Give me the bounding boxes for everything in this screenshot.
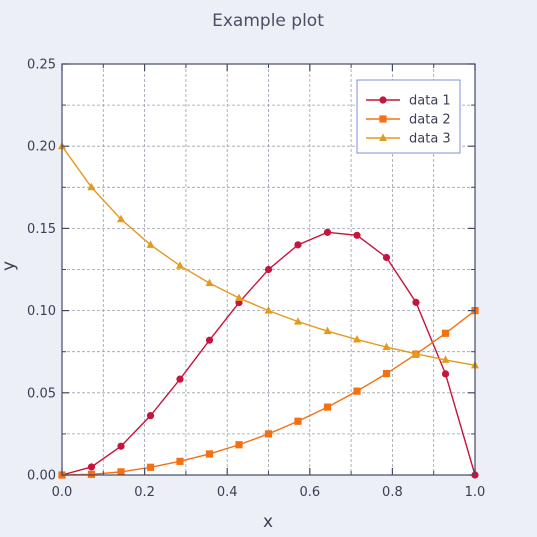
- series-1-point: [412, 298, 420, 306]
- series-2-point: [382, 369, 391, 378]
- series-3-point: [441, 355, 450, 363]
- y-axis-title: y: [0, 261, 19, 271]
- x-axis-title: x: [263, 512, 273, 532]
- series-2-point: [323, 403, 332, 411]
- legend-swatch-marker: [379, 96, 387, 104]
- series-1-point: [353, 231, 361, 239]
- x-tick-label: 1.0: [465, 485, 486, 500]
- series-3-point: [146, 240, 155, 248]
- x-tick-label: 0.2: [134, 485, 155, 500]
- series-3-point: [117, 214, 126, 223]
- series-1-point: [87, 463, 96, 471]
- series-1-point: [323, 228, 332, 236]
- legend-swatch-marker: [379, 133, 387, 141]
- legend-box: [356, 79, 461, 154]
- series-3-point: [87, 182, 96, 191]
- series-2-point: [176, 457, 184, 465]
- series-3-point: [175, 261, 184, 269]
- series-3-point: [264, 306, 273, 314]
- series-2-point: [117, 468, 125, 476]
- legend-swatch-marker: [379, 115, 387, 123]
- legend-label: data 1: [409, 94, 451, 109]
- series-1-point: [441, 370, 450, 378]
- legend: data 1 data 2 data 3: [356, 79, 461, 154]
- series-2-point: [353, 387, 361, 395]
- series-3-point: [205, 278, 214, 287]
- series-2-point: [264, 430, 273, 438]
- legend-label: data 2: [409, 113, 451, 128]
- series-3-point: [323, 326, 332, 335]
- x-tick-label: 0.6: [299, 485, 320, 500]
- series-1-point: [146, 412, 155, 420]
- axis-ticks: 0.0 0.2 0.4 0.6 0.8 1.0 0.00 0.05 0.10 0.15 0.20 0.…: [27, 58, 485, 501]
- y-tick-label: 0.00: [27, 469, 56, 484]
- series-2-point: [205, 450, 214, 458]
- series-2-point: [146, 463, 155, 471]
- y-tick-label: 0.20: [27, 140, 56, 155]
- series-2-point: [235, 441, 243, 449]
- series-1-point: [294, 241, 302, 249]
- series-3-point: [235, 293, 244, 301]
- x-tick-label: 0.8: [382, 485, 403, 500]
- series-2-point: [87, 470, 96, 478]
- y-tick-label: 0.10: [27, 304, 56, 319]
- y-tick-label: 0.15: [27, 222, 56, 237]
- series-3-point: [411, 349, 420, 357]
- series-2-point: [294, 417, 302, 425]
- series-3-point: [353, 335, 362, 343]
- series-1-point: [382, 253, 391, 262]
- chart-title: Example plot: [212, 11, 324, 31]
- series-3: [58, 141, 479, 369]
- series-1-point: [117, 442, 125, 450]
- series-1-point: [264, 265, 273, 274]
- series-3-point: [293, 317, 302, 325]
- legend-label: data 3: [409, 132, 451, 147]
- series-2-point: [441, 329, 450, 337]
- y-tick-label: 0.05: [27, 386, 56, 401]
- series-1-point: [205, 336, 214, 344]
- y-tick-label: 0.25: [27, 58, 56, 73]
- series-3-point: [382, 342, 391, 351]
- x-tick-label: 0.0: [52, 485, 73, 500]
- x-tick-label: 0.4: [217, 485, 238, 500]
- series-1-point: [176, 375, 184, 383]
